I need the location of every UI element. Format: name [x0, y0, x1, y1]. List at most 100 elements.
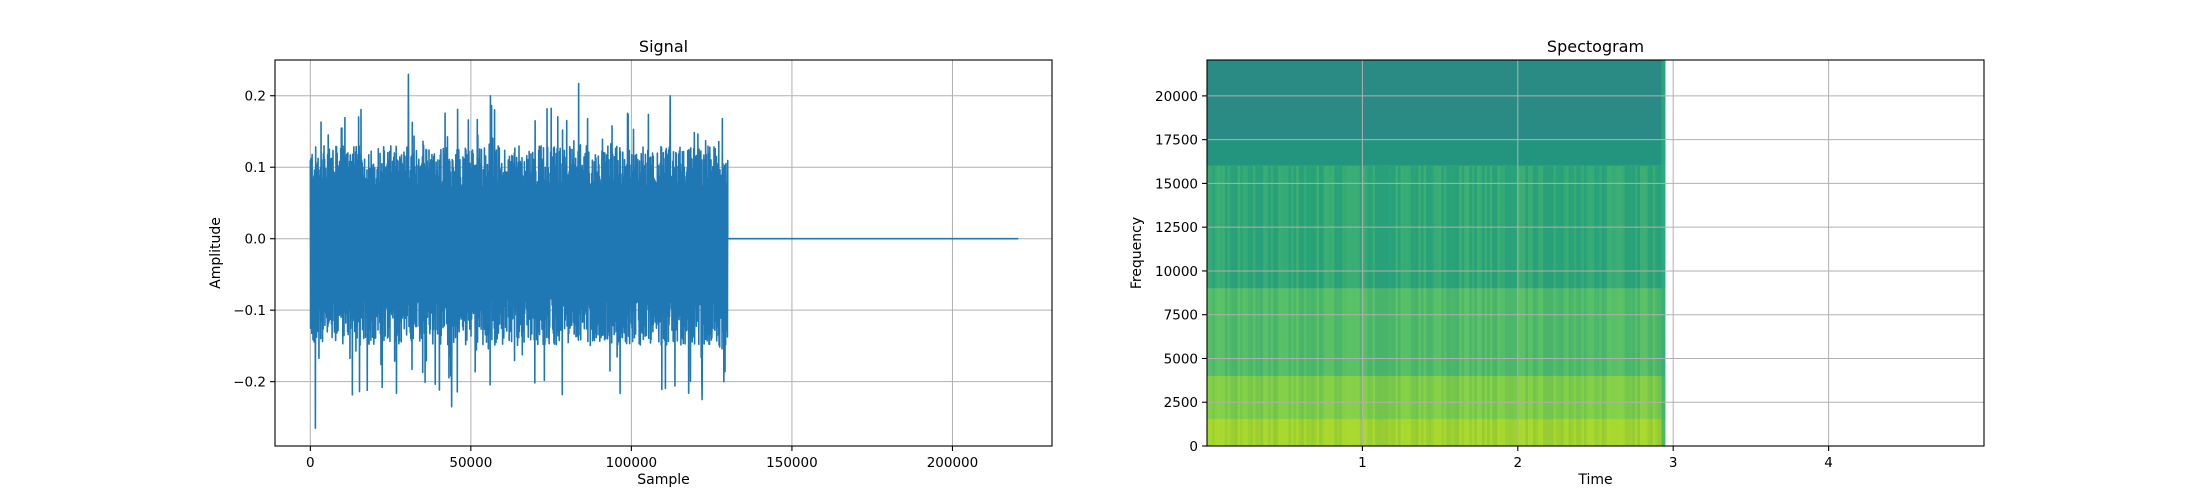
spectrogram-column — [1336, 165, 1340, 446]
spectrogram-column — [1446, 165, 1449, 446]
spectrogram-column — [1581, 165, 1584, 446]
spectrogram-column — [1555, 165, 1559, 446]
spectrogram-column — [1387, 165, 1391, 446]
spectrogram-column — [1647, 165, 1651, 446]
spectrogram-column — [1395, 165, 1399, 446]
spectrogram-column — [1369, 165, 1373, 446]
spectrogram-column — [1606, 165, 1610, 446]
spectrogram-column — [1609, 165, 1612, 446]
spectrogram-column — [1456, 165, 1460, 446]
spectrogram-column — [1257, 165, 1261, 446]
signal-y-axis-label: Amplitude — [208, 217, 224, 289]
spectrogram-column — [1252, 165, 1256, 446]
spectrogram-column — [1510, 165, 1513, 446]
spectrogram-column — [1298, 165, 1302, 446]
spectrogram-column — [1420, 165, 1424, 446]
spectrogram-column — [1573, 165, 1577, 446]
spectrogram-column — [1504, 165, 1508, 446]
spectrogram-column — [1589, 165, 1592, 446]
spectrogram-column — [1464, 165, 1467, 446]
spectrogram-y-tick-label: 20000 — [1155, 89, 1198, 105]
spectrogram-column — [1413, 165, 1416, 446]
spectrogram-column — [1214, 165, 1218, 446]
spectrogram-column — [1566, 165, 1569, 446]
spectrogram-x-tick-label: 2 — [1514, 455, 1523, 471]
spectrogram-column — [1240, 165, 1243, 446]
spectrogram-column — [1578, 165, 1582, 446]
spectrogram-column — [1375, 165, 1378, 446]
spectrogram-column — [1245, 165, 1248, 446]
spectrogram-column — [1476, 165, 1480, 446]
spectrogram-column — [1471, 165, 1475, 446]
spectrogram-column — [1650, 165, 1653, 446]
spectrogram-column — [1619, 165, 1623, 446]
spectrogram-column — [1530, 165, 1533, 446]
spectrogram-column — [1403, 165, 1406, 446]
spectrogram-column — [1224, 165, 1228, 446]
spectrogram-column — [1382, 165, 1386, 446]
spectrogram-column — [1474, 165, 1477, 446]
spectrogram-column — [1639, 165, 1643, 446]
spectrogram-column — [1548, 165, 1551, 446]
spectrogram-column — [1268, 165, 1271, 446]
spectrogram-column — [1280, 165, 1284, 446]
spectrogram-image — [1207, 60, 1666, 446]
spectrogram-column — [1263, 165, 1266, 446]
spectrogram-column — [1451, 165, 1455, 446]
spectrogram-column — [1285, 165, 1289, 446]
spectrogram-column — [1283, 165, 1286, 446]
spectrogram-column — [1515, 165, 1518, 446]
spectrogram-x-axis-label: Time — [1577, 472, 1612, 488]
signal-x-tick-label: 100000 — [606, 455, 658, 471]
spectrogram-column — [1308, 165, 1312, 446]
spectrogram-y-tick-label: 7500 — [1164, 308, 1198, 324]
signal-x-tick-label: 0 — [306, 455, 315, 471]
spectrogram-column — [1207, 165, 1210, 446]
spectrogram-column — [1324, 165, 1327, 446]
spectrogram-column — [1540, 165, 1544, 446]
spectrogram-column — [1334, 165, 1337, 446]
signal-plot-area — [309, 73, 1019, 429]
spectrogram-column — [1507, 165, 1511, 446]
spectrogram-column — [1492, 165, 1495, 446]
spectrogram-edge — [1661, 60, 1666, 446]
spectrogram-column — [1392, 165, 1396, 446]
signal-y-tick-label: −0.1 — [233, 303, 266, 319]
spectrogram-column — [1642, 165, 1646, 446]
spectrogram-column — [1532, 165, 1536, 446]
signal-x-tick-label: 50000 — [449, 455, 492, 471]
spectrogram-column — [1380, 165, 1383, 446]
signal-y-tick-label: 0.0 — [245, 232, 266, 248]
spectrogram-axes: 1 2 3 4 0 2500 5000 7500 10000 12500 15000 17500 200… — [1129, 37, 1985, 488]
spectrogram-column — [1326, 165, 1330, 446]
spectrogram-column — [1499, 165, 1503, 446]
spectrogram-axes-frame — [1206, 59, 1985, 447]
spectrogram-column — [1443, 165, 1447, 446]
spectrogram-column — [1436, 165, 1439, 446]
spectrogram-column — [1347, 165, 1350, 446]
signal-x-tick-label: 150000 — [766, 455, 818, 471]
spectrogram-column — [1448, 165, 1452, 446]
spectrogram-column — [1487, 165, 1490, 446]
spectrogram-column — [1479, 165, 1483, 446]
spectrogram-column — [1321, 165, 1325, 446]
spectrogram-column — [1512, 165, 1516, 446]
spectrogram-column — [1438, 165, 1442, 446]
spectrogram-column — [1591, 165, 1595, 446]
spectrogram-column — [1441, 165, 1444, 446]
spectrogram-column — [1339, 165, 1342, 446]
spectrogram-title: Spectogram — [1547, 37, 1644, 56]
spectrogram-column — [1359, 165, 1363, 446]
spectrogram-column — [1212, 165, 1215, 446]
spectrogram-column — [1235, 165, 1238, 446]
spectrogram-column — [1250, 165, 1253, 446]
spectrogram-column — [1377, 165, 1381, 446]
spectrogram-column — [1599, 165, 1602, 446]
spectrogram-column — [1367, 165, 1370, 446]
spectrogram-column — [1418, 165, 1421, 446]
spectrogram-x-tick-label: 1 — [1358, 455, 1367, 471]
spectrogram-column — [1624, 165, 1628, 446]
spectrogram-column — [1484, 165, 1488, 446]
spectrogram-column — [1219, 165, 1223, 446]
spectrogram-column — [1265, 165, 1269, 446]
